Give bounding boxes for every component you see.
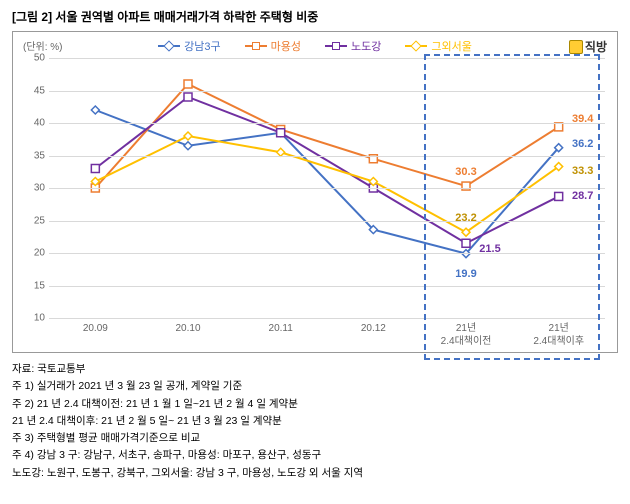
- x-tick-label: 21년2.4대책이후: [512, 318, 605, 348]
- brand-logo: 직방: [569, 38, 607, 55]
- y-tick-label: 20: [23, 248, 45, 259]
- y-tick-label: 50: [23, 53, 45, 64]
- data-label: 36.2: [572, 138, 593, 150]
- logo-text: 직방: [585, 38, 607, 55]
- chart-container: (단위: %) 직방 강남3구 마용성 노도강 그외서울 10 15 20 25 30 35 40…: [12, 31, 618, 353]
- y-tick-label: 30: [23, 183, 45, 194]
- footnote-line: 자료: 국토교통부: [12, 361, 618, 377]
- legend-item: 마용성: [245, 38, 301, 54]
- chart-title: [그림 2] 서울 권역별 아파트 매매거래가격 하락한 주택형 비중: [12, 8, 618, 25]
- footnote-line: 노도강: 노원구, 도봉구, 강북구, 그외서울: 강남 3 구, 마용성, 노…: [12, 465, 618, 481]
- x-axis-labels: 20.0920.1020.1120.1221년2.4대책이전21년2.4대책이후: [49, 318, 605, 348]
- footnotes: 자료: 국토교통부주 1) 실거래가 2021 년 3 월 23 일 공개, 계…: [12, 361, 618, 481]
- x-tick-label: 20.09: [49, 318, 142, 348]
- y-tick-label: 35: [23, 150, 45, 161]
- data-label: 33.3: [572, 165, 593, 177]
- footnote-line: 주 3) 주택형별 평균 매매가격기준으로 비교: [12, 430, 618, 446]
- data-label: 21.5: [479, 243, 500, 255]
- data-label: 19.9: [455, 268, 476, 280]
- unit-label: (단위: %): [23, 38, 63, 53]
- y-tick-label: 45: [23, 85, 45, 96]
- x-tick-label: 21년2.4대책이전: [420, 318, 513, 348]
- plot-area: 10152025303540455019.936.230.339.421.528…: [49, 58, 605, 318]
- legend-item: 노도강: [325, 38, 381, 54]
- x-tick-label: 20.12: [327, 318, 420, 348]
- data-label: 39.4: [572, 113, 593, 125]
- data-label: 30.3: [455, 166, 476, 178]
- footnote-line: 주 1) 실거래가 2021 년 3 월 23 일 공개, 계약일 기준: [12, 378, 618, 394]
- y-tick-label: 40: [23, 118, 45, 129]
- x-tick-label: 20.10: [142, 318, 235, 348]
- footnote-line: 주 4) 강남 3 구: 강남구, 서초구, 송파구, 마용성: 마포구, 용산…: [12, 447, 618, 463]
- data-label: 28.7: [572, 190, 593, 202]
- house-icon: [569, 40, 583, 54]
- footnote-line: 21 년 2.4 대책이후: 21 년 2 월 5 일~ 21 년 3 월 23…: [12, 413, 618, 429]
- y-tick-label: 10: [23, 313, 45, 324]
- footnote-line: 주 2) 21 년 2.4 대책이전: 21 년 1 월 1 일~21 년 2 …: [12, 396, 618, 412]
- data-label: 23.2: [455, 212, 476, 224]
- legend: 강남3구 마용성 노도강 그외서울: [21, 38, 609, 54]
- legend-item: 그외서울: [405, 38, 471, 54]
- x-tick-label: 20.11: [234, 318, 327, 348]
- y-tick-label: 15: [23, 280, 45, 291]
- y-tick-label: 25: [23, 215, 45, 226]
- legend-item: 강남3구: [158, 38, 220, 54]
